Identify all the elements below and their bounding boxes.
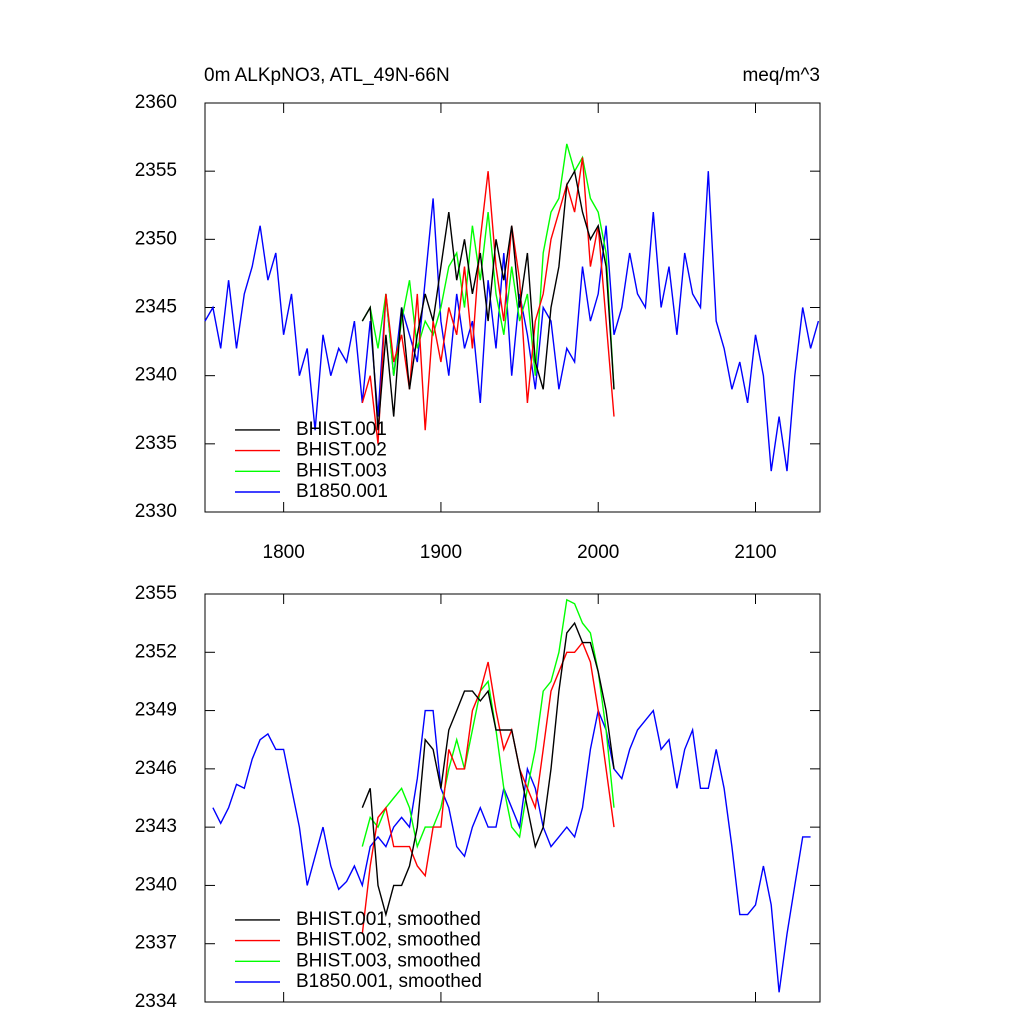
legend-label: BHIST.001 — [296, 419, 387, 440]
y-tick-label: 2355 — [135, 160, 177, 181]
legend-label: BHIST.003 — [296, 460, 387, 481]
y-tick-label: 2337 — [135, 933, 177, 954]
series-line — [361, 621, 615, 918]
legend-label: BHIST.002 — [296, 440, 387, 461]
legend-label: B1850.001 — [296, 481, 388, 502]
y-tick-label: 2346 — [135, 758, 177, 779]
x-tick-label: 2000 — [577, 542, 619, 563]
y-tick-label: 2350 — [135, 228, 177, 249]
series-line — [361, 598, 615, 850]
y-tick-label: 2349 — [135, 700, 177, 721]
series-line — [361, 169, 615, 431]
y-tick-label: 2345 — [135, 297, 177, 318]
y-tick-label: 2360 — [135, 92, 177, 113]
series-line — [204, 171, 820, 472]
y-tick-label: 2334 — [135, 991, 178, 1012]
legend-label: BHIST.003, smoothed — [296, 950, 481, 971]
x-tick-label: 2100 — [734, 542, 776, 563]
y-tick-label: 2355 — [135, 583, 177, 604]
y-tick-label: 2340 — [135, 365, 177, 386]
y-tick-label: 2330 — [135, 501, 177, 522]
series-line — [361, 641, 615, 935]
y-tick-label: 2343 — [135, 816, 177, 837]
series-line — [361, 157, 615, 444]
series-line — [212, 708, 811, 993]
legend-label: B1850.001, smoothed — [296, 971, 482, 992]
units-label: meq/m^3 — [742, 65, 820, 86]
x-tick-label: 1800 — [263, 542, 305, 563]
plot-frame — [204, 593, 821, 1003]
y-tick-label: 2352 — [135, 641, 177, 662]
legend-label: BHIST.002, smoothed — [296, 930, 481, 951]
x-tick-label: 1900 — [420, 542, 462, 563]
series-line — [361, 143, 615, 390]
y-tick-label: 2335 — [135, 433, 177, 454]
legend-label: BHIST.001, smoothed — [296, 909, 481, 930]
y-tick-label: 2340 — [135, 874, 177, 895]
chart-title: 0m ALKpNO3, ATL_49N-66N — [204, 65, 450, 86]
